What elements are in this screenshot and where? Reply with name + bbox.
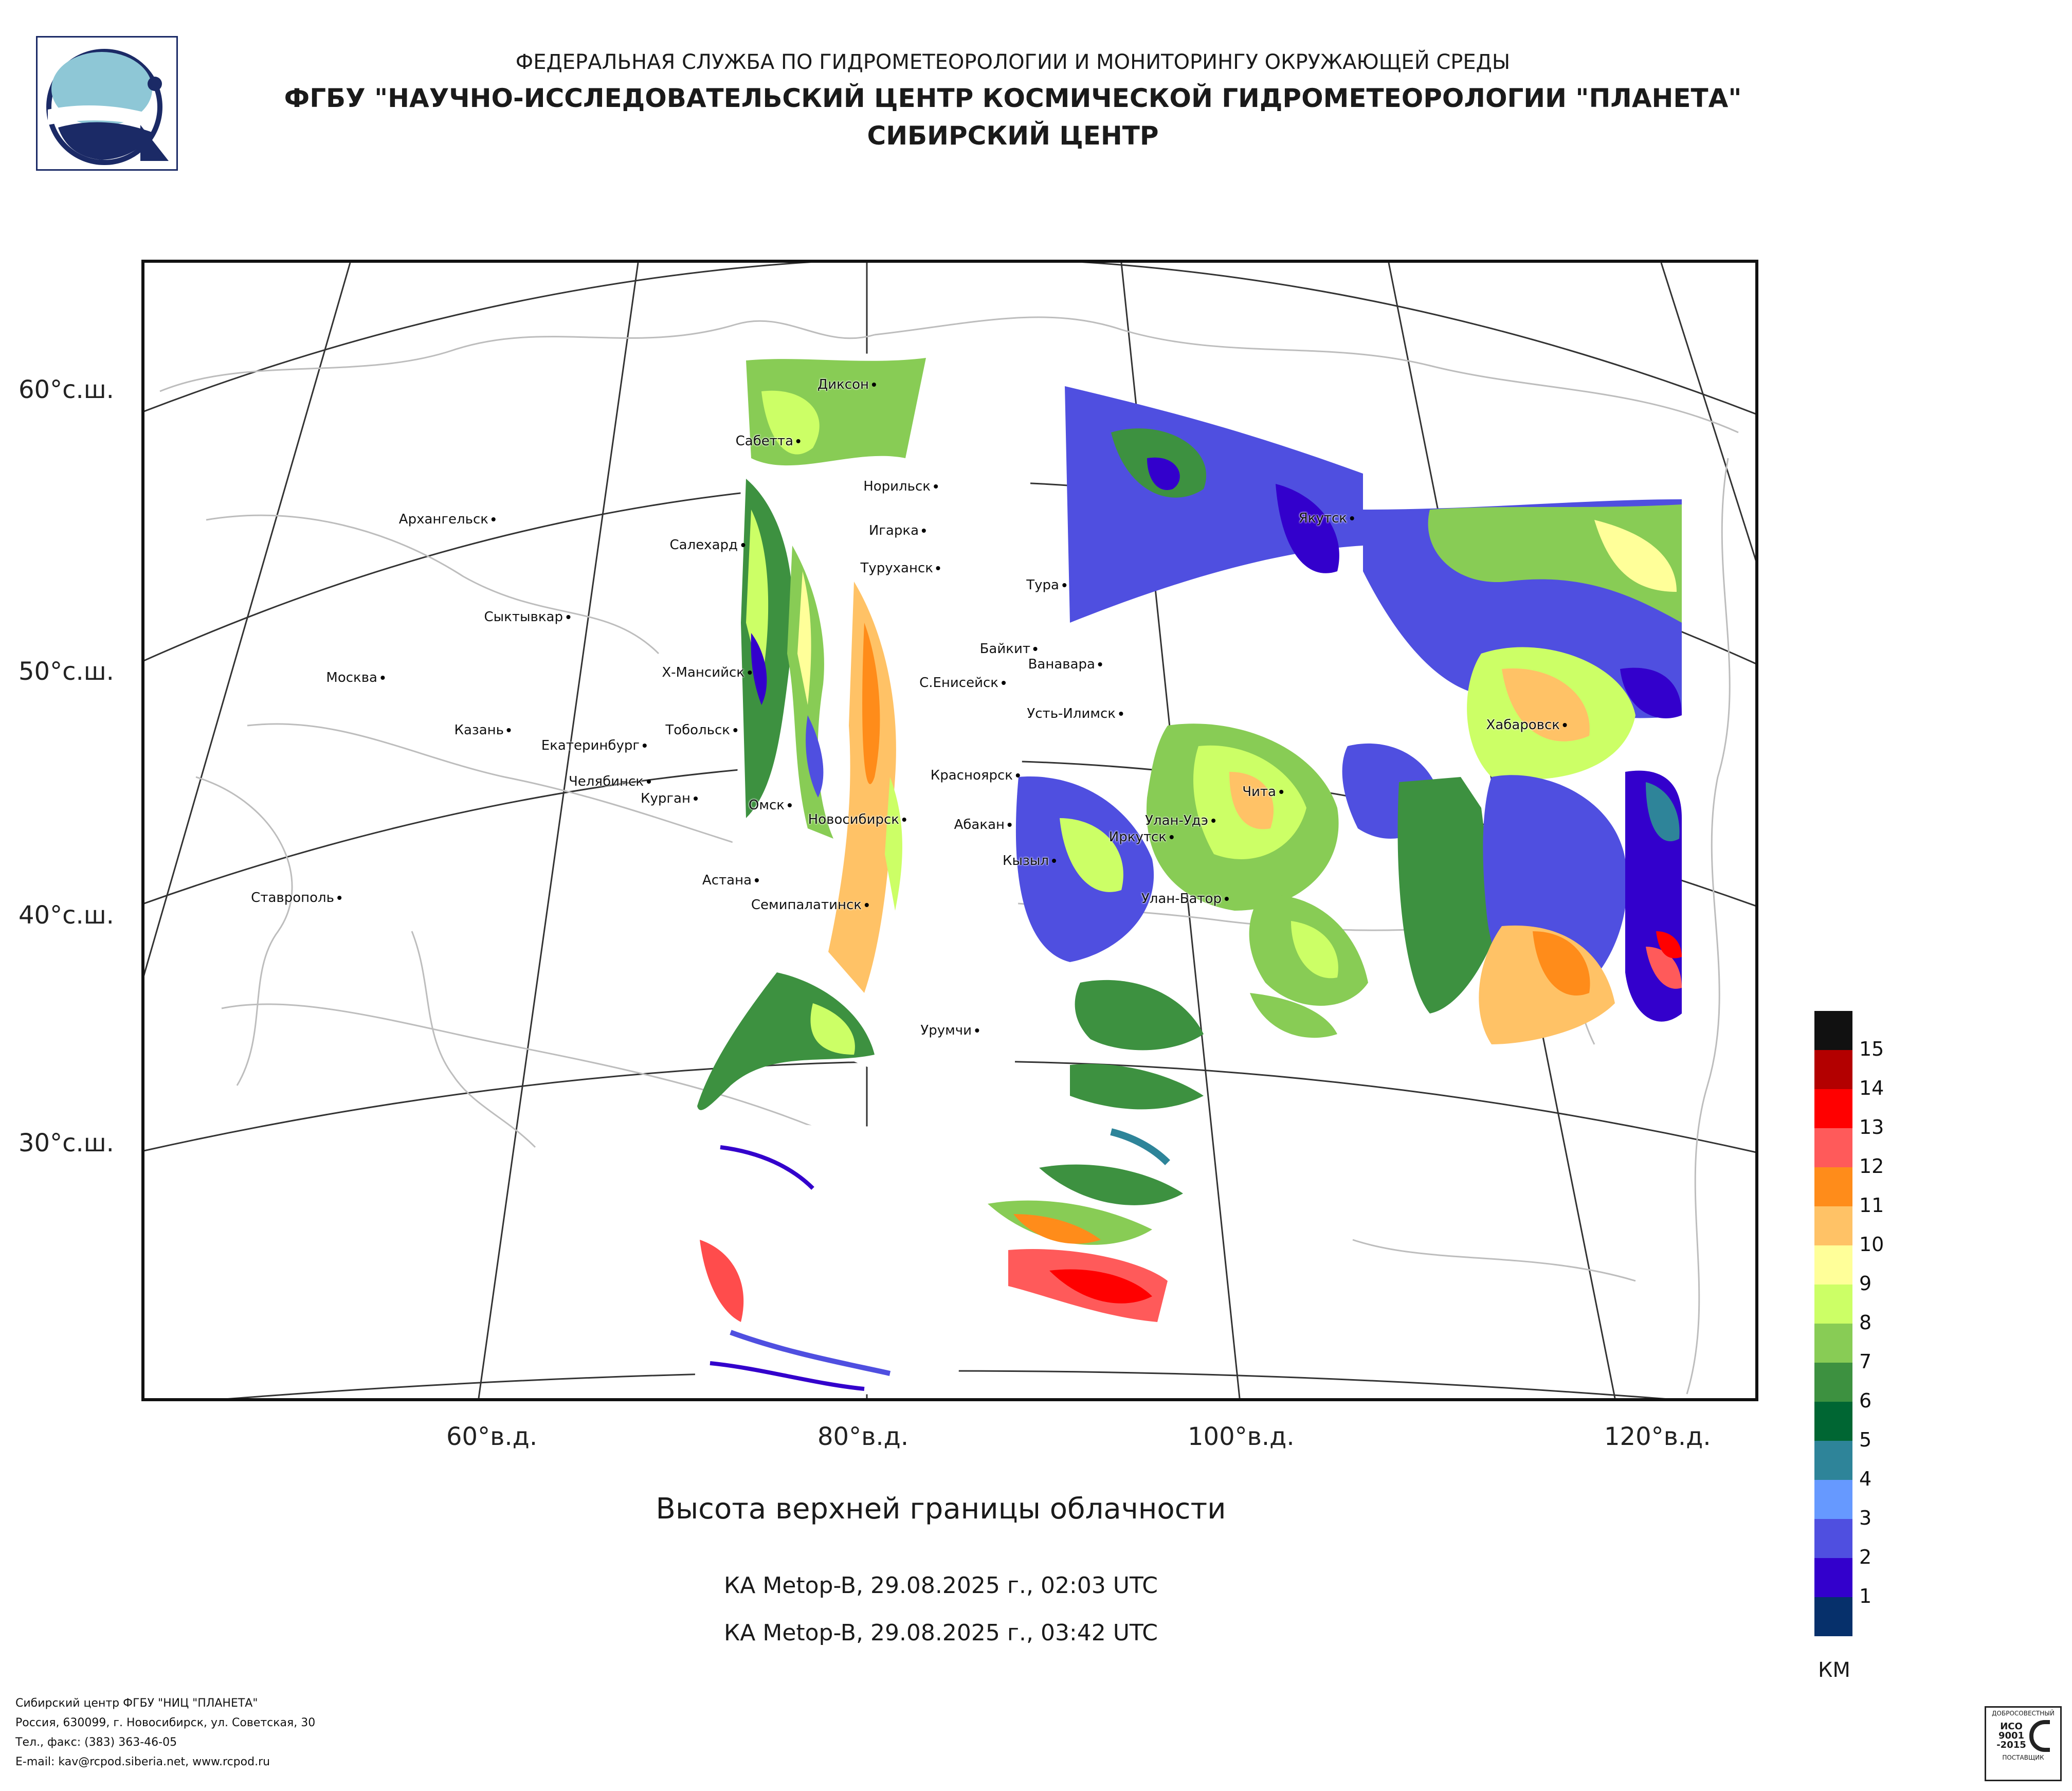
city-label: Улан-Батор bbox=[1141, 891, 1229, 907]
lat-label-40: 40°с.ш. bbox=[19, 901, 114, 930]
header-center: СИБИРСКИЙ ЦЕНТР bbox=[867, 121, 1159, 151]
pass-info-2: КА Metop-B, 29.08.2025 г., 03:42 UTC bbox=[724, 1620, 1158, 1646]
legend-swatch bbox=[1814, 1324, 1852, 1363]
legend-swatch bbox=[1814, 1011, 1852, 1050]
city-label: Казань bbox=[454, 722, 512, 738]
legend-value: 12 bbox=[1859, 1155, 1884, 1178]
legend-value: 9 bbox=[1859, 1272, 1872, 1295]
product-title: Высота верхней границы облачности bbox=[656, 1492, 1226, 1526]
legend-value: 2 bbox=[1859, 1546, 1872, 1568]
legend-swatch bbox=[1814, 1441, 1852, 1480]
city-label: Иркутск bbox=[1108, 829, 1174, 845]
city-label: Кызыл bbox=[1003, 853, 1056, 869]
lon-label-100: 100°в.д. bbox=[1188, 1422, 1295, 1451]
city-label: Улан-Удэ bbox=[1145, 813, 1215, 828]
city-label: Норильск bbox=[863, 479, 938, 494]
city-label: Архангельск bbox=[398, 512, 496, 527]
legend-swatch bbox=[1814, 1519, 1852, 1558]
city-label: Усть-Илимск bbox=[1027, 706, 1123, 721]
legend-value: 3 bbox=[1859, 1507, 1872, 1529]
c-mark-icon bbox=[2029, 1720, 2050, 1752]
city-label: Ванавара bbox=[1028, 657, 1103, 672]
city-label: Тура bbox=[1026, 577, 1066, 593]
footer-org: Сибирский центр ФГБУ "НИЦ "ПЛАНЕТА" bbox=[15, 1697, 258, 1710]
city-label: Х-Мансийск bbox=[662, 665, 752, 680]
lat-label-60: 60°с.ш. bbox=[19, 375, 114, 404]
satellite-swath-south bbox=[972, 1112, 1188, 1322]
city-label: Сабетта bbox=[735, 433, 801, 449]
city-label: Новосибирск bbox=[808, 812, 907, 827]
legend-unit: КМ bbox=[1818, 1658, 1850, 1682]
city-label: Астана bbox=[702, 873, 759, 888]
city-label: Тобольск bbox=[665, 722, 737, 738]
satellite-swath-west bbox=[694, 352, 1034, 1395]
legend-swatch bbox=[1814, 1363, 1852, 1402]
legend-value: 7 bbox=[1859, 1350, 1872, 1373]
lon-label-80: 80°в.д. bbox=[817, 1422, 909, 1451]
legend-swatch bbox=[1814, 1089, 1852, 1128]
iso-certificate-badge: ДОБРОСОВЕСТНЫЙ ИСО 9001 -2015 ПОСТАВЩИК bbox=[1985, 1706, 2062, 1781]
footer-address: Россия, 630099, г. Новосибирск, ул. Сове… bbox=[15, 1716, 316, 1729]
legend-value: 4 bbox=[1859, 1468, 1872, 1490]
lon-label-120: 120°в.д. bbox=[1604, 1422, 1711, 1451]
pass-info-1: КА Metop-B, 29.08.2025 г., 02:03 UTC bbox=[724, 1572, 1158, 1599]
legend-swatch bbox=[1814, 1206, 1852, 1245]
legend-swatch bbox=[1814, 1050, 1852, 1089]
legend-value: 15 bbox=[1859, 1038, 1884, 1060]
legend-swatch bbox=[1814, 1558, 1852, 1597]
city-label: Омск bbox=[748, 798, 792, 813]
footer-phone: Тел., факс: (383) 363-46-05 bbox=[15, 1736, 177, 1749]
satellite-swath-east bbox=[1015, 386, 1682, 1110]
city-label: Хабаровск bbox=[1486, 717, 1568, 733]
legend-value: 13 bbox=[1859, 1116, 1884, 1138]
lon-label-60: 60°в.д. bbox=[446, 1422, 538, 1451]
city-label: Якутск bbox=[1298, 511, 1355, 526]
legend-swatch bbox=[1814, 1285, 1852, 1324]
legend-value: 8 bbox=[1859, 1311, 1872, 1334]
city-label: Туруханск bbox=[860, 560, 941, 576]
city-label: Салехард bbox=[669, 537, 745, 553]
legend-swatch bbox=[1814, 1128, 1852, 1167]
legend-value: 10 bbox=[1859, 1233, 1884, 1256]
city-label: Семипалатинск bbox=[751, 897, 869, 913]
city-label: Екатеринбург bbox=[541, 738, 647, 753]
legend-swatch bbox=[1814, 1402, 1852, 1441]
footer-email: E-mail: kav@rcpod.siberia.net, www.rcpod… bbox=[15, 1756, 270, 1768]
city-label: Ставрополь bbox=[251, 890, 341, 906]
lat-label-50: 50°с.ш. bbox=[19, 657, 114, 686]
legend-value: 11 bbox=[1859, 1194, 1884, 1217]
legend-value: 5 bbox=[1859, 1428, 1872, 1451]
city-label: Сыктывкар bbox=[484, 609, 570, 625]
header-agency: ФЕДЕРАЛЬНАЯ СЛУЖБА ПО ГИДРОМЕТЕОРОЛОГИИ … bbox=[515, 50, 1511, 74]
organization-logo bbox=[36, 36, 178, 171]
city-label: Игарка bbox=[868, 523, 926, 538]
legend-swatch bbox=[1814, 1480, 1852, 1519]
city-label: Абакан bbox=[954, 817, 1012, 833]
header-institute: ФГБУ "НАУЧНО-ИССЛЕДОВАТЕЛЬСКИЙ ЦЕНТР КОС… bbox=[284, 83, 1742, 113]
legend-value: 1 bbox=[1859, 1585, 1872, 1607]
legend-value: 14 bbox=[1859, 1077, 1884, 1099]
legend-swatch bbox=[1814, 1245, 1852, 1285]
legend-swatch bbox=[1814, 1597, 1852, 1636]
city-label: Красноярск bbox=[930, 768, 1021, 783]
city-label: Чита bbox=[1242, 784, 1283, 800]
legend-swatch bbox=[1814, 1167, 1852, 1206]
city-label: Урумчи bbox=[920, 1023, 979, 1038]
city-label: Москва bbox=[326, 670, 385, 685]
legend-value: 6 bbox=[1859, 1389, 1872, 1412]
map-canvas bbox=[144, 263, 1755, 1398]
city-label: Байкит bbox=[979, 641, 1038, 657]
city-label: Диксон bbox=[817, 377, 877, 392]
map-frame bbox=[141, 260, 1758, 1401]
city-label: С.Енисейск bbox=[919, 675, 1006, 691]
city-label: Челябинск bbox=[568, 774, 651, 789]
city-label: Курган bbox=[641, 791, 698, 806]
lat-label-30: 30°с.ш. bbox=[19, 1129, 114, 1157]
